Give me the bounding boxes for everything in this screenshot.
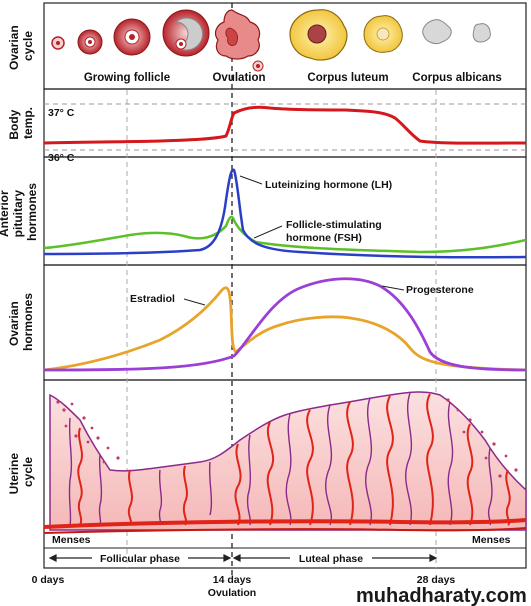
row-label-ovarian-hormones: Ovarian hormones <box>7 293 35 351</box>
day28-label: 28 days <box>417 574 456 586</box>
uterine-cycle-panel <box>43 379 527 569</box>
basal-artery-secondary <box>43 527 527 534</box>
luteal-arrow <box>232 554 438 562</box>
primary-follicle <box>77 29 103 55</box>
panel-borders <box>43 2 527 569</box>
progesterone-pointer <box>381 285 405 291</box>
corpus-luteum-small <box>363 15 403 53</box>
fsh-label-line1: Follicle-stimulating <box>286 219 382 231</box>
label-corpus-albicans: Corpus albicans <box>412 72 501 84</box>
estradiol-pointer <box>183 298 206 306</box>
corpus-albicans-small <box>472 23 491 43</box>
menses-left-label: Menses <box>52 534 91 546</box>
menstrual-debris <box>56 398 518 478</box>
secondary-follicle <box>113 18 151 56</box>
label-growing-follicle: Growing follicle <box>84 72 170 84</box>
ruptured-follicle <box>214 9 264 72</box>
uterine-chart <box>43 391 527 534</box>
temp-low-label: 36° C <box>48 152 75 164</box>
watermark: muhadharaty.com <box>356 585 527 606</box>
day0-label: 0 days <box>32 574 65 586</box>
mature-follicle <box>162 9 210 57</box>
row-label-pituitary: Anterior pituitary hormones <box>0 183 39 241</box>
body-temp-panel <box>43 88 527 158</box>
primordial-follicle <box>51 36 65 50</box>
day14-label: 14 days <box>213 574 252 586</box>
ovulation-day-label: Ovulation <box>208 587 256 599</box>
label-corpus-luteum: Corpus luteum <box>307 72 388 84</box>
pituitary-panel <box>43 156 527 266</box>
row-label-body-temp: Body temp. <box>7 106 35 139</box>
fsh-pointer <box>253 225 283 239</box>
body-temp-chart: 37° C 36° C <box>43 105 527 164</box>
menses-right-label: Menses <box>472 534 511 546</box>
fsh-label-line2: hormone (FSH) <box>286 232 362 244</box>
follicular-arrow <box>48 554 232 562</box>
uterine-glands <box>68 392 493 526</box>
lh-label: Luteinizing hormone (LH) <box>265 179 392 191</box>
estradiol-label: Estradiol <box>130 293 175 305</box>
row-label-ovarian-cycle: Ovarian cycle <box>7 22 35 70</box>
progesterone-label: Progesterone <box>406 284 474 296</box>
label-ovulation: Ovulation <box>212 72 265 84</box>
ovarian-hormones-chart: Estradiol Progesterone <box>43 277 527 372</box>
spiral-arteries <box>77 393 511 526</box>
estradiol-curve <box>43 286 527 372</box>
corpus-luteum-large <box>289 9 348 61</box>
progesterone-curve <box>43 277 527 372</box>
timeline: 0 days 14 days Ovulation 28 days <box>32 574 456 599</box>
corpus-albicans-large <box>422 19 452 45</box>
follicular-phase-label: Follicular phase <box>100 553 180 565</box>
pituitary-chart: Luteinizing hormone (LH) Follicle-stimul… <box>43 168 527 259</box>
row-labels: Ovarian cycle Body temp. Anterior pituit… <box>0 22 39 495</box>
temperature-curve <box>43 105 527 145</box>
luteal-phase-label: Luteal phase <box>299 553 363 565</box>
fsh-curve <box>43 215 527 254</box>
ovarian-stages <box>51 9 491 72</box>
endometrium-layer <box>49 391 527 531</box>
ovarian-stage-labels: Growing follicle Ovulation Corpus luteum… <box>84 72 502 84</box>
phase-band: Menses Menses Follicular phase Luteal ph… <box>44 534 526 565</box>
temp-high-label: 37° C <box>48 107 75 119</box>
lh-pointer <box>239 175 263 185</box>
basal-artery <box>43 518 527 529</box>
lh-curve <box>43 168 527 259</box>
row-label-uterine-cycle: Uterine cycle <box>7 450 35 495</box>
